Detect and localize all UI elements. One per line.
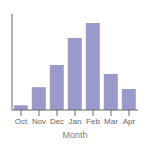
svg-text:Jan: Jan [69, 117, 82, 126]
svg-text:Dec: Dec [50, 117, 64, 126]
svg-text:Feb: Feb [86, 117, 100, 126]
svg-text:Apr: Apr [123, 117, 136, 126]
svg-text:Oct: Oct [15, 117, 28, 126]
svg-text:Mar: Mar [104, 117, 118, 126]
svg-text:Month: Month [62, 130, 87, 140]
svg-text:Nov: Nov [32, 117, 46, 126]
